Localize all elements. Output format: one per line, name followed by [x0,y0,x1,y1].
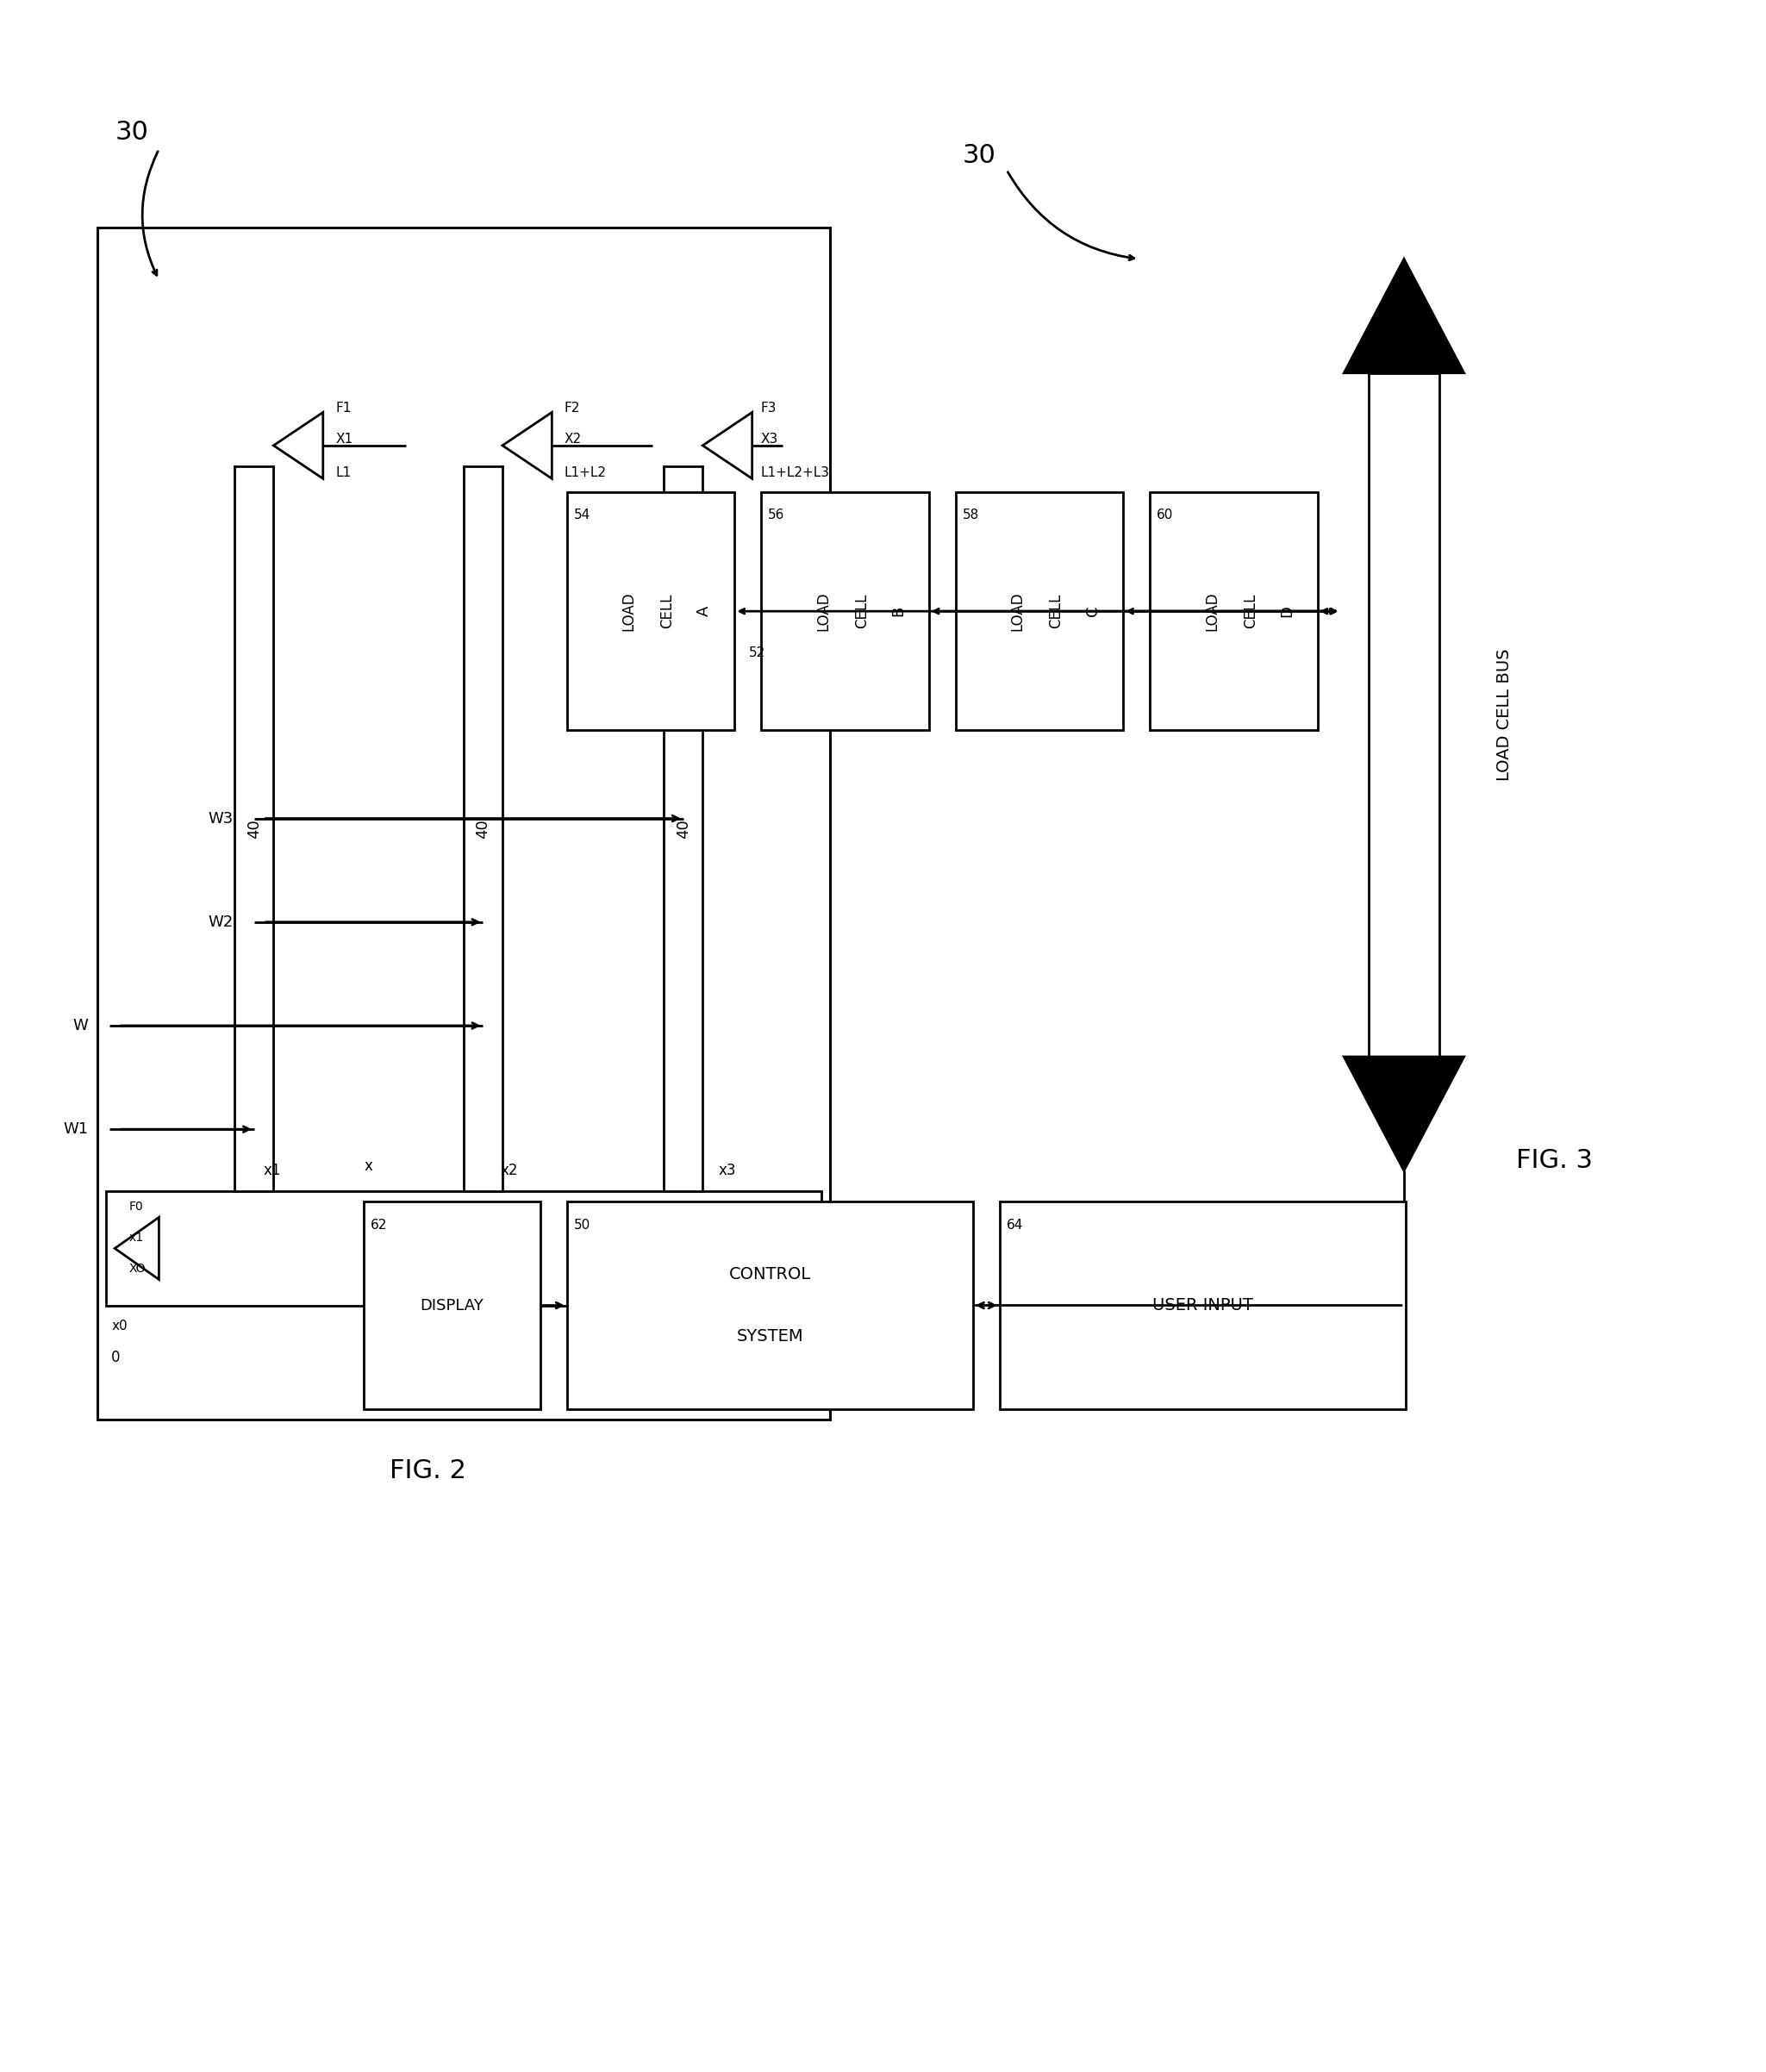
Bar [567,1202,973,1409]
Text: W2: W2 [208,914,233,930]
Text: F1: F1 [336,402,351,414]
Bar [1000,1202,1406,1409]
Text: D: D [1280,605,1294,617]
Text: x1: x1 [263,1162,281,1179]
Polygon shape [703,412,752,479]
Text: CONTROL: CONTROL [729,1266,811,1283]
Text: CELL: CELL [660,595,675,628]
Text: 0: 0 [111,1349,120,1365]
Bar [761,491,929,729]
Text: DISPLAY: DISPLAY [420,1297,484,1314]
Text: 54: 54 [574,508,590,522]
Bar [463,466,503,1191]
Text: X3: X3 [761,433,779,445]
Text: 40: 40 [247,818,261,839]
Text: LOAD: LOAD [1204,593,1220,630]
Text: x1: x1 [129,1233,143,1243]
Bar [235,466,274,1191]
Bar [567,491,735,729]
Text: C: C [1086,605,1100,617]
Polygon shape [502,412,551,479]
Text: x0: x0 [111,1320,127,1332]
Text: L1+L2: L1+L2 [565,466,606,479]
Text: L1: L1 [336,466,351,479]
Text: x2: x2 [502,1162,519,1179]
Text: W3: W3 [208,810,233,827]
Polygon shape [115,1216,159,1278]
Text: 52: 52 [749,646,765,659]
Polygon shape [274,412,323,479]
Text: LOAD: LOAD [816,593,832,630]
Text: LOAD: LOAD [1010,593,1026,630]
Text: X2: X2 [565,433,581,445]
Polygon shape [1344,1057,1464,1171]
Text: FIG. 3: FIG. 3 [1515,1148,1593,1173]
Text: W1: W1 [64,1121,88,1138]
Text: 30: 30 [115,120,148,145]
Text: 30: 30 [962,143,996,168]
Text: LOAD: LOAD [622,593,638,630]
Text: XO: XO [129,1264,147,1274]
Polygon shape [1344,259,1464,373]
Text: CELL: CELL [1049,595,1063,628]
Text: 58: 58 [962,508,978,522]
Text: 40: 40 [475,818,491,839]
Text: L1+L2+L3: L1+L2+L3 [761,466,830,479]
Text: F3: F3 [761,402,777,414]
Text: A: A [698,605,712,617]
Bar [955,491,1123,729]
Text: 56: 56 [768,508,784,522]
Text: 60: 60 [1157,508,1173,522]
Bar [97,228,830,1419]
Text: 64: 64 [1007,1218,1023,1231]
Text: CELL: CELL [855,595,869,628]
Text: x3: x3 [719,1162,736,1179]
Bar [1369,373,1439,1057]
Text: USER INPUT: USER INPUT [1151,1297,1254,1314]
Bar [364,1202,540,1409]
Text: 62: 62 [371,1218,387,1231]
Text: 40: 40 [676,818,691,839]
Text: x: x [364,1158,373,1175]
Text: B: B [892,605,906,617]
Bar [1150,491,1317,729]
Bar [106,1191,821,1305]
Text: F2: F2 [565,402,579,414]
Text: FIG. 2: FIG. 2 [390,1459,466,1484]
Text: SYSTEM: SYSTEM [736,1328,804,1345]
Text: CELL: CELL [1243,595,1257,628]
Bar [664,466,703,1191]
Text: LOAD CELL BUS: LOAD CELL BUS [1496,649,1512,781]
Text: F0: F0 [129,1202,143,1212]
Text: X1: X1 [336,433,353,445]
Text: 50: 50 [574,1218,590,1231]
Text: W: W [72,1017,88,1034]
